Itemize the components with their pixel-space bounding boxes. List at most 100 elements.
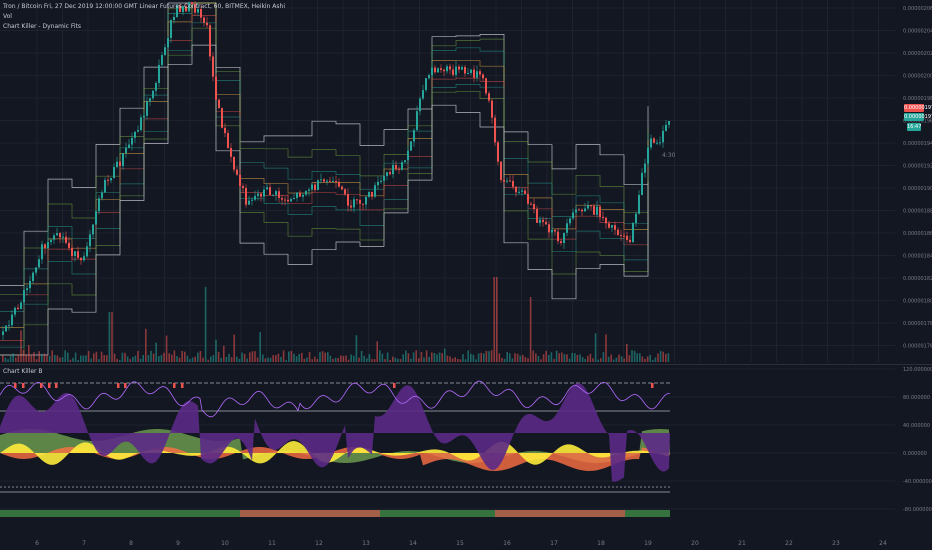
volume-bar [324,352,326,362]
volume-bar [384,359,386,362]
candle-body [131,137,133,145]
volume-bar [600,358,602,362]
volume-bar [4,357,7,362]
volume-bar [376,341,378,362]
volume-bar [522,354,524,362]
candle-body [416,111,418,131]
volume-bar [197,352,199,362]
volume-bar [639,353,641,362]
volume-bar [54,355,56,362]
volume-bar [498,353,501,362]
price-label: 0.00000200 [903,74,932,80]
candle-body [353,199,355,208]
volume-bar [282,350,285,362]
candle-body [515,186,517,193]
volume-bar [152,353,155,362]
volume-bar [576,354,579,362]
volume-bar [662,351,664,362]
volume-bar [246,358,248,362]
volume-bar [581,357,584,362]
volume-bar [126,356,129,362]
volume-bar [605,334,607,362]
volume-bar [275,355,277,362]
candle-body [659,142,661,144]
oscillator-grid [0,368,895,510]
candle-body [449,66,451,70]
candle-body [584,208,586,212]
volume-bar [501,357,503,362]
volume-bar [9,355,12,362]
volume-bar [397,358,399,362]
candle-body [611,225,613,228]
candle-body [557,231,559,242]
candle-body [488,93,490,101]
time-axis[interactable]: 6 7 8 9 10 11 12 13 14 15 16 17 18 19 20 21 22 23 24 [35,540,887,547]
candle-body [341,186,343,190]
symbol-legend[interactable]: Tron / Bitcoin Fri, 27 Dec 2019 12:00:00… [3,3,285,10]
volume-bar [288,351,290,362]
oscillator-legend[interactable]: Chart Killer B [3,368,43,375]
volume-bar [17,354,20,362]
candle-body [575,209,577,213]
time-label: 22 [785,540,793,547]
candle-body [485,78,487,94]
candle-body [350,205,352,208]
candle-body [290,198,292,202]
volume-bar [293,353,295,362]
time-label: 19 [644,540,652,547]
candle-body [251,199,253,201]
price-label: 0.00000204 [903,29,932,35]
volume-bar [454,357,456,362]
volume-bar [334,357,337,362]
candle-body [314,184,316,191]
candle-body [413,130,415,142]
candle-body [14,307,16,315]
volume-bar [256,357,259,362]
volume-bar [142,355,144,362]
candle-body [566,223,568,233]
candle-body [227,133,229,148]
fits-legend[interactable]: Chart Killer - Dynamic Fits [3,23,81,30]
time-label: 10 [221,540,229,547]
candle-body [662,130,664,143]
candle-body [17,307,19,310]
volume-legend[interactable]: Vol [3,13,12,20]
candle-body [626,235,628,240]
price-axis[interactable]: 0.00000206 0.00000204 0.00000202 0.00000200… [903,6,932,350]
volume-bar [215,339,217,362]
candle-body [35,267,37,273]
candle-body [461,67,463,70]
volume-bar [659,350,662,362]
volume-bar [379,350,381,362]
candle-body [275,191,277,195]
oscillator-axis[interactable]: 120.000000 80.000000 40.000000 0.000000 -40.… [903,367,932,513]
time-label: 13 [362,540,370,547]
candle-body [77,251,79,258]
candle-body [368,191,370,197]
candle-body [191,2,193,5]
volume-bar [301,352,303,362]
candle-body [581,209,583,212]
volume-bar [285,359,287,362]
signal-marker [55,383,58,388]
candle-body [194,4,196,13]
channel-line [0,2,649,312]
volume-bar [238,358,241,362]
candle-body [116,161,118,168]
volume-bar [56,355,59,362]
volume-bar [210,356,212,362]
volume-bar [438,352,441,362]
volume-bar [428,356,430,362]
volume-bar [134,355,137,362]
volume-bar [597,359,599,362]
volume-bar [532,350,534,362]
candle-body [578,209,580,211]
candle-body [254,195,256,200]
candle-body [38,259,40,268]
volume-bar [15,357,17,362]
candle-body [344,189,346,195]
candle-body [299,192,301,197]
volume-bar [103,355,105,362]
candle-body [44,244,46,249]
